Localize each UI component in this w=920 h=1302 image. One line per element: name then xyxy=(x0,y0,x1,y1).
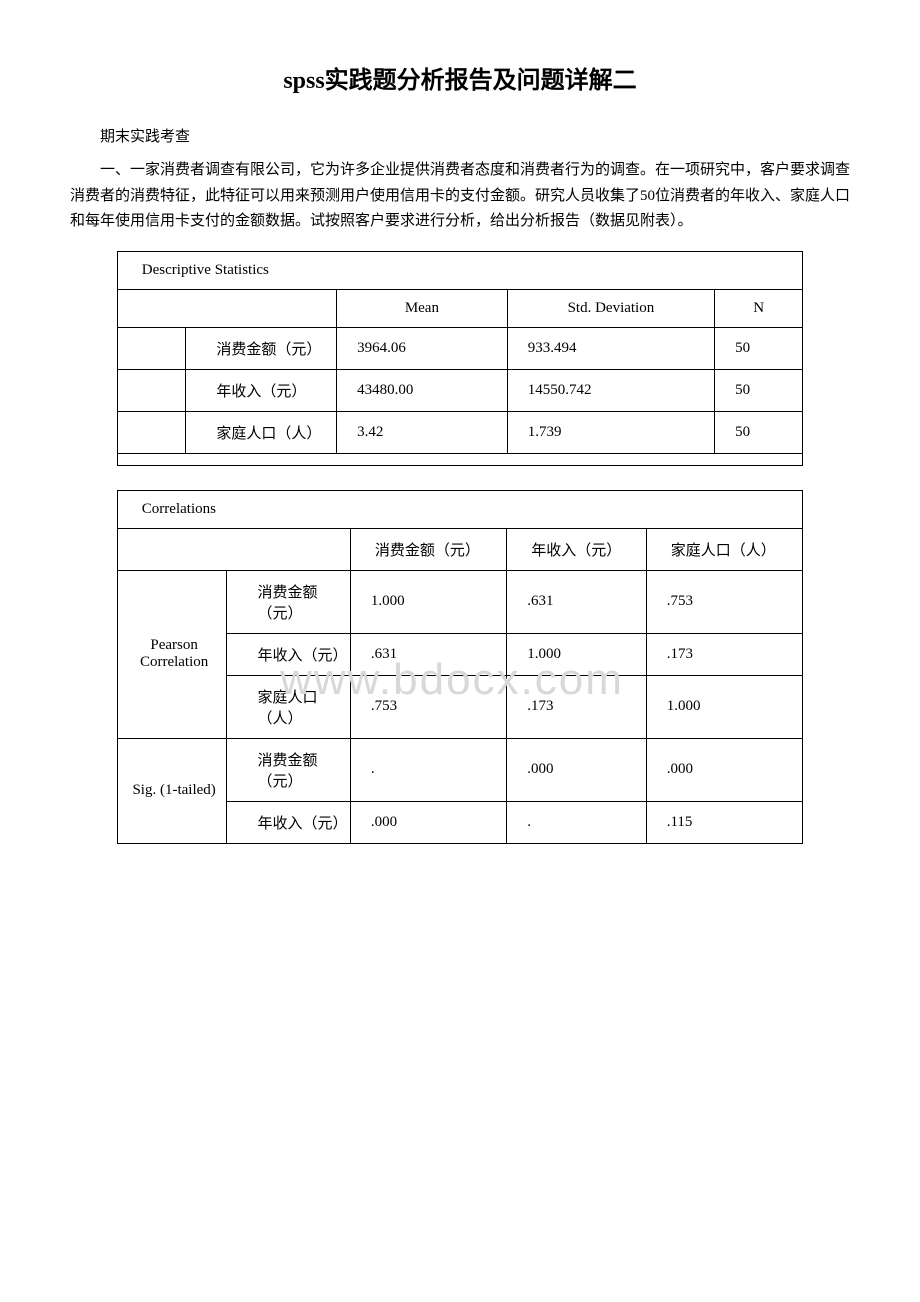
data-cell: .173 xyxy=(646,633,802,675)
empty-cell xyxy=(117,289,336,327)
table-row: 消费金额（元） 3964.06 933.494 50 xyxy=(117,327,802,369)
data-cell: .000 xyxy=(646,738,802,801)
data-cell: 43480.00 xyxy=(337,369,508,411)
table-row: 家庭人口（人） 3.42 1.739 50 xyxy=(117,411,802,453)
table-row: 消费金额（元） 年收入（元） 家庭人口（人） xyxy=(117,528,802,570)
table-row: 年收入（元） 43480.00 14550.742 50 xyxy=(117,369,802,411)
row-label: 年收入（元） xyxy=(227,801,350,843)
row-group-label: Pearson Correlation xyxy=(117,570,227,738)
data-cell: .753 xyxy=(350,675,506,738)
empty-cell xyxy=(117,327,186,369)
table-row: Sig. (1-tailed) 消费金额（元） . .000 .000 xyxy=(117,738,802,801)
table-row: Correlations xyxy=(117,490,802,528)
column-header: 家庭人口（人） xyxy=(646,528,802,570)
data-cell: .753 xyxy=(646,570,802,633)
table-row: Mean Std. Deviation N xyxy=(117,289,802,327)
document-body: spss实践题分析报告及问题详解二 期末实践考查 一、一家消费者调查有限公司，它… xyxy=(70,60,850,844)
table-row xyxy=(117,453,802,465)
data-cell: . xyxy=(350,738,506,801)
intro-paragraph: 一、一家消费者调查有限公司，它为许多企业提供消费者态度和消费者行为的调查。在一项… xyxy=(70,158,850,235)
data-cell: 3.42 xyxy=(337,411,508,453)
empty-cell xyxy=(117,411,186,453)
data-cell: .631 xyxy=(350,633,506,675)
data-cell: 1.739 xyxy=(507,411,714,453)
table-row: Descriptive Statistics xyxy=(117,251,802,289)
data-cell: .000 xyxy=(507,738,646,801)
row-label: 年收入（元） xyxy=(186,369,337,411)
column-header: Mean xyxy=(337,289,508,327)
data-cell: 3964.06 xyxy=(337,327,508,369)
data-cell: 14550.742 xyxy=(507,369,714,411)
data-cell: 50 xyxy=(715,327,803,369)
data-cell: .173 xyxy=(507,675,646,738)
data-cell: .000 xyxy=(350,801,506,843)
column-header: 消费金额（元） xyxy=(350,528,506,570)
descriptive-statistics-table: Descriptive Statistics Mean Std. Deviati… xyxy=(117,251,803,466)
data-cell: 933.494 xyxy=(507,327,714,369)
data-cell: 1.000 xyxy=(507,633,646,675)
row-label: 年收入（元） xyxy=(227,633,350,675)
data-cell: 50 xyxy=(715,369,803,411)
row-group-label: Sig. (1-tailed) xyxy=(117,738,227,843)
row-label: 家庭人口（人） xyxy=(186,411,337,453)
data-cell: .631 xyxy=(507,570,646,633)
correlations-table: Correlations 消费金额（元） 年收入（元） 家庭人口（人） Pear… xyxy=(117,490,803,844)
subtitle: 期末实践考查 xyxy=(70,125,850,146)
empty-cell xyxy=(117,528,350,570)
data-cell: 50 xyxy=(715,411,803,453)
data-cell: 1.000 xyxy=(646,675,802,738)
empty-row xyxy=(117,453,802,465)
data-cell: . xyxy=(507,801,646,843)
column-header: Std. Deviation xyxy=(507,289,714,327)
row-label: 消费金额（元） xyxy=(227,570,350,633)
table-title: Descriptive Statistics xyxy=(117,251,802,289)
table-row: Pearson Correlation 消费金额（元） 1.000 .631 .… xyxy=(117,570,802,633)
data-cell: 1.000 xyxy=(350,570,506,633)
row-label: 消费金额（元） xyxy=(227,738,350,801)
row-label: 家庭人口（人） xyxy=(227,675,350,738)
table-title: Correlations xyxy=(117,490,802,528)
row-label: 消费金额（元） xyxy=(186,327,337,369)
data-cell: .115 xyxy=(646,801,802,843)
empty-cell xyxy=(117,369,186,411)
page-title: spss实践题分析报告及问题详解二 xyxy=(70,60,850,95)
column-header: 年收入（元） xyxy=(507,528,646,570)
column-header: N xyxy=(715,289,803,327)
